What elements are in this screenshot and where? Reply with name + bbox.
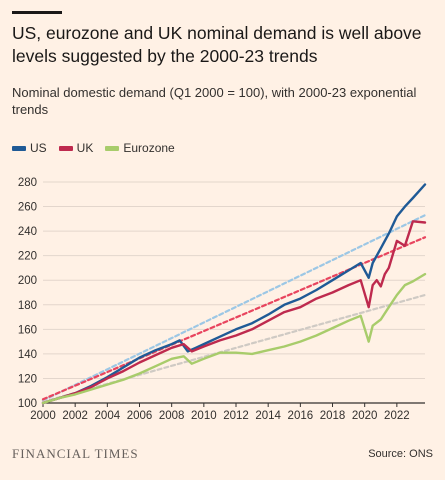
series-line-us-trend (41, 214, 427, 402)
legend: US UK Eurozone (12, 141, 175, 155)
x-tick-label-2014: 2014 (255, 410, 281, 422)
legend-swatch-uk (58, 145, 73, 151)
legend-item-uk: UK (58, 141, 94, 155)
x-tick-label-2020: 2020 (352, 410, 378, 422)
x-tick-label-2000: 2000 (30, 410, 56, 422)
y-tick-label-220: 220 (18, 251, 37, 263)
source-note: Source: ONS (368, 448, 433, 460)
y-tick-label-200: 200 (18, 275, 37, 287)
y-tick-label-160: 160 (18, 324, 37, 336)
series-line-eurozone (41, 272, 427, 405)
legend-label-uk: UK (76, 141, 94, 155)
y-tick-label-280: 280 (18, 177, 37, 189)
legend-label-eurozone: Eurozone (123, 141, 175, 155)
series-line-uk (41, 220, 427, 405)
legend-item-eurozone: Eurozone (105, 141, 175, 155)
legend-label-us: US (30, 141, 47, 155)
title-rule (12, 11, 62, 14)
x-tick-label-2022: 2022 (384, 410, 410, 422)
x-tick-label-2018: 2018 (320, 410, 346, 422)
x-tick-label-2002: 2002 (62, 410, 88, 422)
x-tick-label-2008: 2008 (159, 410, 185, 422)
x-tick-label-2006: 2006 (127, 410, 153, 422)
x-tick-label-2004: 2004 (95, 410, 121, 422)
y-tick-label-120: 120 (18, 373, 37, 385)
y-tick-label-100: 100 (18, 398, 37, 410)
y-tick-label-140: 140 (18, 349, 37, 361)
chart-title: US, eurozone and UK nominal demand is we… (12, 23, 422, 66)
x-tick-label-2016: 2016 (288, 410, 314, 422)
y-tick-label-240: 240 (18, 226, 37, 238)
legend-item-us: US (12, 141, 47, 155)
x-tick-label-2012: 2012 (223, 410, 249, 422)
legend-swatch-eurozone (105, 145, 120, 151)
series-line-us (41, 183, 427, 405)
y-tick-label-180: 180 (18, 300, 37, 312)
y-tick-label-260: 260 (18, 202, 37, 214)
x-tick-label-2010: 2010 (191, 410, 217, 422)
series-line-uk-trend (41, 236, 427, 401)
line-chart: 100 120 140 160 180 200 220 240 260 280 2000 2002 20… (18, 177, 427, 422)
legend-swatch-us (12, 145, 26, 151)
chart-subtitle: Nominal domestic demand (Q1 2000 = 100),… (12, 85, 417, 117)
ft-brand: FINANCIAL TIMES (12, 446, 139, 461)
